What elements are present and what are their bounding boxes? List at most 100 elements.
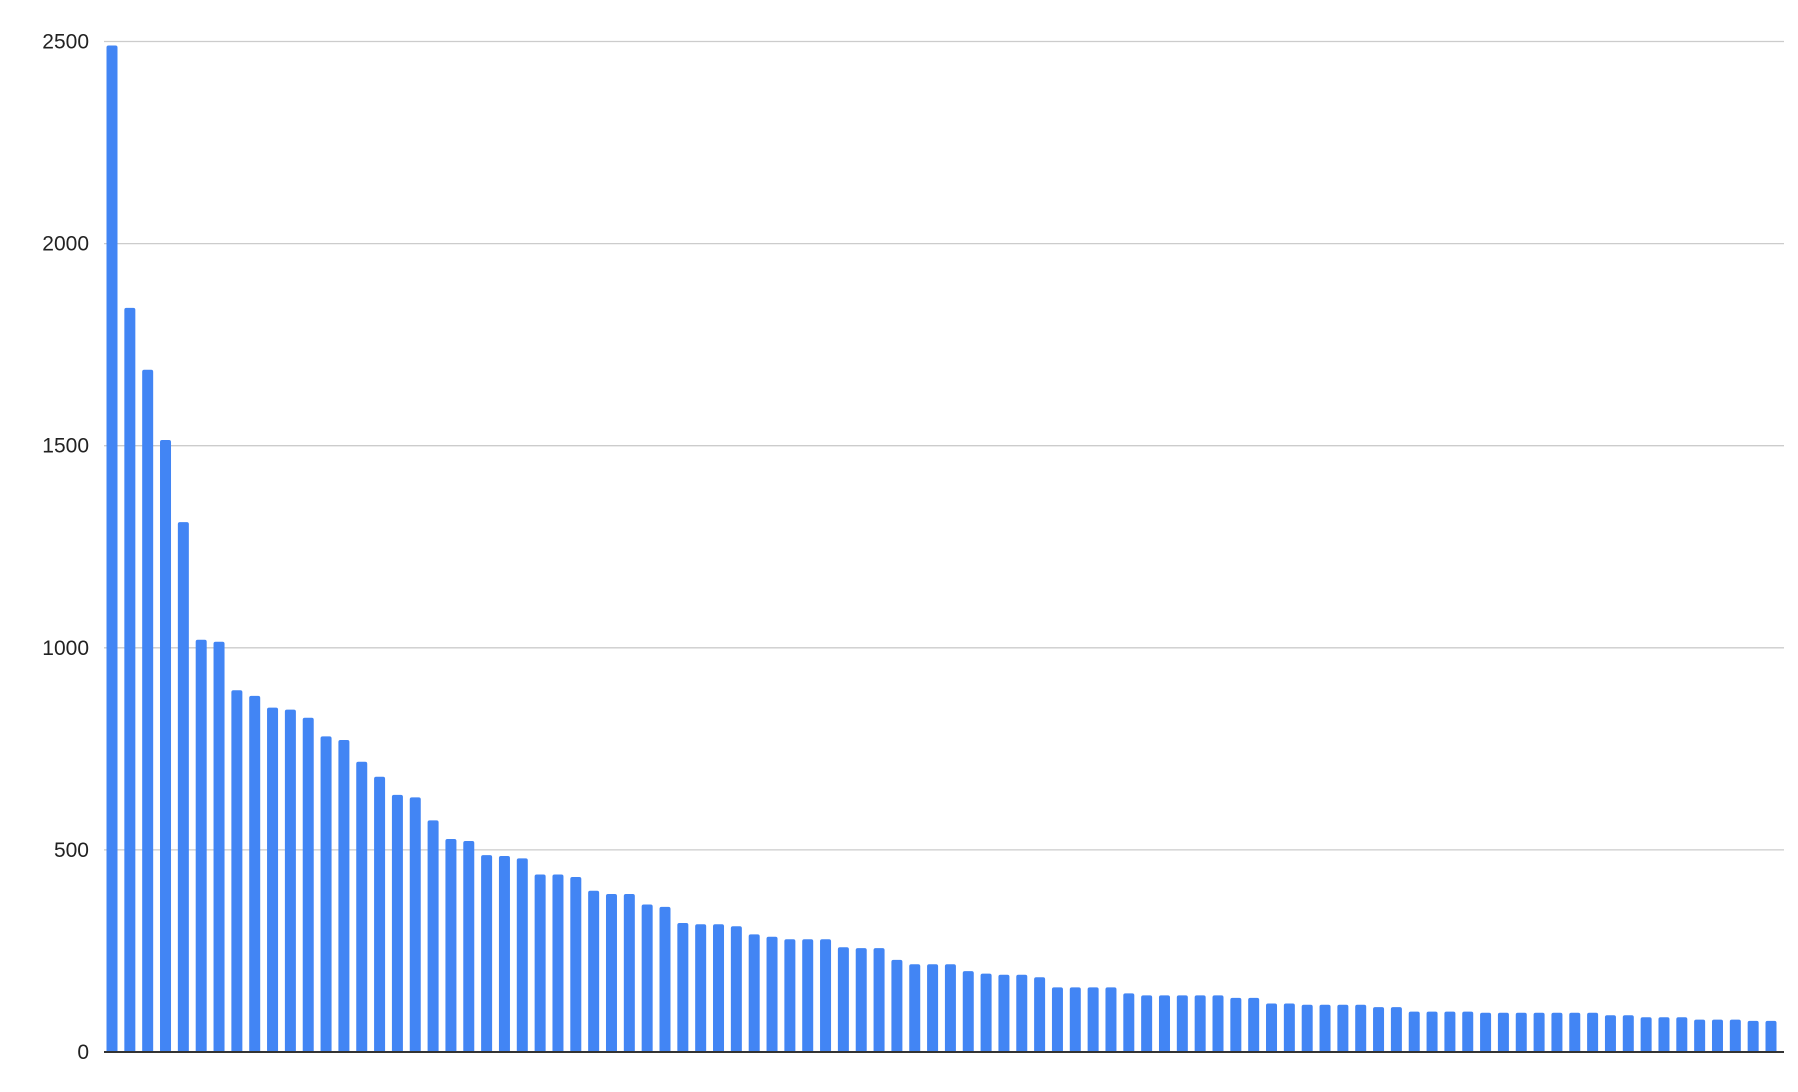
bar (1373, 1007, 1385, 1052)
bar (1729, 1019, 1741, 1052)
bar (659, 906, 671, 1052)
bar (1444, 1011, 1456, 1052)
bar (481, 855, 493, 1052)
bar (427, 820, 439, 1052)
y-tick-label: 1500 (42, 435, 89, 458)
bar (1230, 997, 1242, 1052)
bar (1158, 995, 1170, 1052)
bar (980, 973, 992, 1052)
bar (1640, 1017, 1652, 1052)
bar (1141, 995, 1153, 1052)
bar (855, 948, 867, 1052)
bar (1658, 1017, 1670, 1052)
bar (302, 717, 314, 1052)
bar (320, 736, 332, 1052)
bar (1569, 1012, 1581, 1052)
bar (1266, 1003, 1278, 1052)
bar (1337, 1004, 1349, 1052)
bar (623, 893, 635, 1052)
bar (927, 964, 939, 1052)
bar (1676, 1017, 1688, 1052)
bar (802, 939, 814, 1052)
bar (1123, 993, 1135, 1052)
bar (1105, 987, 1117, 1052)
bar (1069, 987, 1081, 1052)
bar (730, 926, 742, 1052)
bar (1587, 1012, 1599, 1052)
bar (142, 369, 154, 1052)
bar (195, 639, 207, 1052)
bar (1408, 1011, 1420, 1052)
bar (1034, 977, 1046, 1052)
bar (1194, 995, 1206, 1052)
bar (873, 948, 885, 1052)
bar (570, 876, 582, 1052)
bar (891, 959, 903, 1052)
bar (534, 874, 546, 1052)
bar (962, 971, 974, 1052)
bar (338, 739, 350, 1052)
bar (516, 858, 528, 1052)
bar (1533, 1012, 1545, 1052)
bar (909, 964, 921, 1052)
bar (409, 797, 421, 1052)
bar (124, 307, 136, 1052)
bar (820, 939, 832, 1052)
bar (498, 855, 510, 1052)
bar (374, 776, 386, 1052)
bar (267, 707, 279, 1052)
bar (677, 923, 689, 1052)
bar (1212, 995, 1224, 1052)
bar (695, 924, 707, 1052)
bar (605, 893, 617, 1052)
bar (356, 761, 368, 1052)
bar (1747, 1020, 1759, 1052)
bar (1604, 1015, 1616, 1052)
bar (1176, 995, 1188, 1052)
bar (1765, 1020, 1777, 1052)
bar (106, 45, 118, 1053)
bar (944, 964, 956, 1052)
gridlines (104, 40, 1784, 851)
bar (249, 695, 261, 1052)
bar (231, 690, 243, 1052)
bar (1319, 1004, 1331, 1052)
bar (1622, 1015, 1634, 1052)
bar (1551, 1012, 1563, 1052)
bar (1301, 1004, 1313, 1052)
bar (1515, 1012, 1527, 1052)
bar (1355, 1004, 1367, 1052)
bar (445, 838, 457, 1052)
bar (1711, 1019, 1723, 1052)
bar (641, 904, 653, 1052)
bar (1694, 1019, 1706, 1052)
bar (1390, 1007, 1402, 1052)
bar (998, 974, 1010, 1052)
bar (1248, 997, 1260, 1052)
bar (284, 709, 296, 1052)
bar (1426, 1011, 1438, 1052)
bar (1283, 1003, 1295, 1052)
bar (766, 936, 778, 1052)
bars (106, 45, 1777, 1053)
bar (1016, 974, 1028, 1052)
bar (177, 522, 189, 1052)
bar (1497, 1012, 1509, 1052)
bar (160, 440, 172, 1052)
bar (748, 934, 760, 1052)
bar (784, 939, 796, 1052)
bar (1087, 987, 1099, 1052)
y-tick-label: 2000 (42, 233, 89, 256)
y-tick-label: 1000 (42, 637, 89, 660)
bar (1051, 987, 1063, 1052)
bar (1462, 1011, 1474, 1052)
y-tick-label: 0 (77, 1041, 89, 1064)
bar (588, 890, 600, 1052)
y-tick-label: 2500 (42, 31, 89, 54)
bar (552, 874, 564, 1052)
bar (1480, 1012, 1492, 1052)
bar (463, 841, 475, 1052)
bar (213, 641, 225, 1052)
bar (713, 924, 725, 1052)
bar (391, 794, 403, 1052)
